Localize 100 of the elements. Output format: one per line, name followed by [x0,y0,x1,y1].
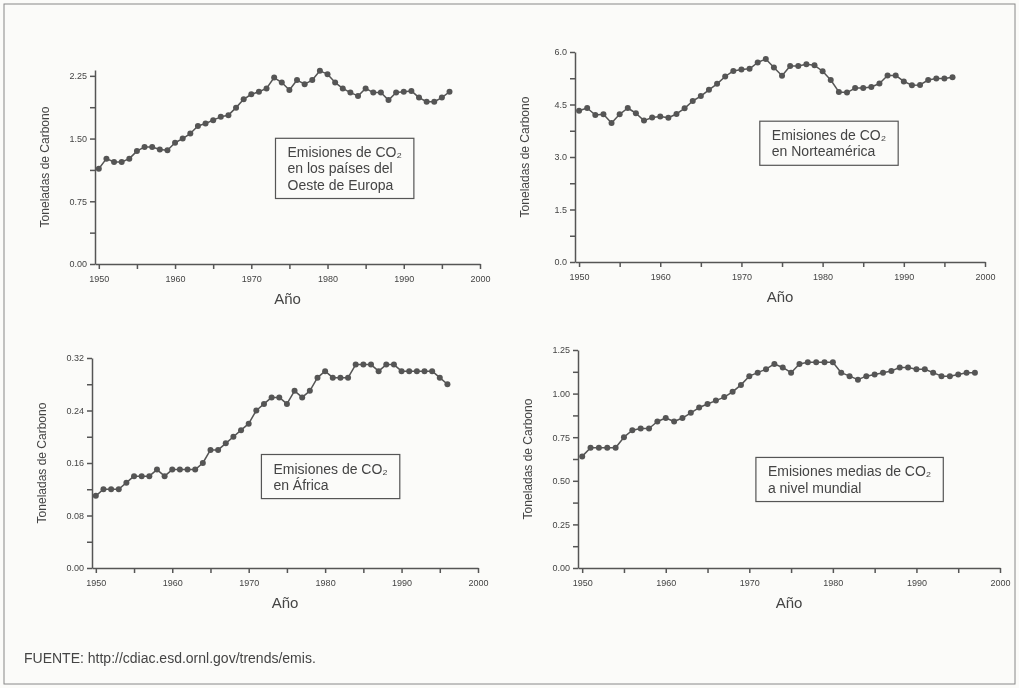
point [324,71,331,78]
point [896,364,903,371]
point [905,364,912,371]
y-tick-label: 1.00 [552,388,570,399]
point [278,79,285,86]
point [835,88,842,95]
point [892,72,899,79]
x-tick-label: 1970 [241,273,262,284]
point [921,366,928,373]
point [722,73,729,80]
point [347,89,354,96]
source-note: FUENTE: http://cdiac.esd.ornl.gov/trends/emis. [24,650,316,666]
point [385,97,392,104]
point [337,374,344,381]
point [819,68,826,75]
point [176,466,183,473]
point [245,420,252,427]
point [360,361,367,368]
point [390,361,397,368]
y-tick-label: 0.25 [552,519,570,530]
point [876,80,883,87]
point [306,387,313,394]
y-axis-title: Toneladas de Carbono [518,96,532,218]
point [271,74,278,81]
point [260,400,267,407]
y-axis-title: Toneladas de Carbono [38,106,52,228]
y-tick-label: 3.0 [554,152,567,163]
x-tick-label: 1960 [650,271,671,282]
point [917,81,924,88]
point [838,369,845,376]
point [314,374,321,381]
x-tick-label: 1990 [894,271,915,282]
point [654,418,661,425]
point [900,78,907,85]
point [126,155,133,162]
y-tick-label: 0.08 [66,510,84,521]
point [118,158,125,165]
point [276,394,283,401]
y-tick-label: 0.24 [66,405,84,416]
point [383,361,390,368]
y-tick-label: 1.5 [554,204,567,215]
point [665,114,672,121]
x-tick-label: 2000 [990,577,1011,588]
point [687,409,694,416]
point [811,62,818,69]
point [131,473,138,480]
point [263,85,270,92]
point [843,89,850,96]
y-tick-label: 0.0 [554,257,567,268]
point [398,368,405,375]
point [804,359,811,366]
y-tick-label: 0.00 [66,563,84,574]
point [423,98,430,105]
x-tick-label: 1990 [392,577,413,588]
point [153,466,160,473]
point [762,56,769,62]
point [714,80,721,87]
x-tick-label: 1970 [731,271,752,282]
point [446,88,453,95]
point [795,63,802,69]
point [108,486,115,493]
x-tick-label: 1980 [315,577,336,588]
y-tick-label: 0.00 [69,259,87,270]
point [696,404,703,411]
point [681,105,688,112]
point [846,373,853,380]
point [803,61,810,68]
y-axis-title: Toneladas de Carbono [521,398,535,520]
point [632,110,639,117]
point [704,401,711,408]
y-tick-label: 0.16 [66,458,84,469]
point [291,387,298,394]
text: Emisiones de CO₂ en África [273,460,388,493]
text: Emisiones medias de CO₂ a nivel mundial [767,463,932,496]
point [316,67,323,74]
x-tick-label: 1950 [89,273,110,284]
point [649,114,656,121]
point [103,155,110,162]
point [787,63,794,69]
x-tick-label: 1960 [656,577,677,588]
point [963,369,970,376]
x-tick-label: 1960 [165,273,186,284]
point [746,65,753,72]
y-tick-label: 0.00 [552,563,570,574]
point [671,418,678,425]
point [860,85,867,92]
point [339,85,346,92]
point [730,67,737,74]
point [294,77,301,84]
point [737,381,744,388]
point [641,117,648,124]
point [111,158,118,165]
y-tick-label: 4.5 [554,99,567,110]
point [949,74,956,81]
point [240,96,247,103]
x-axis-title: Año [766,288,794,305]
text: Emisiones de CO₂ en los países del Oeste de Europa [287,144,402,193]
point [679,415,686,422]
point [202,120,209,127]
point [868,84,875,90]
